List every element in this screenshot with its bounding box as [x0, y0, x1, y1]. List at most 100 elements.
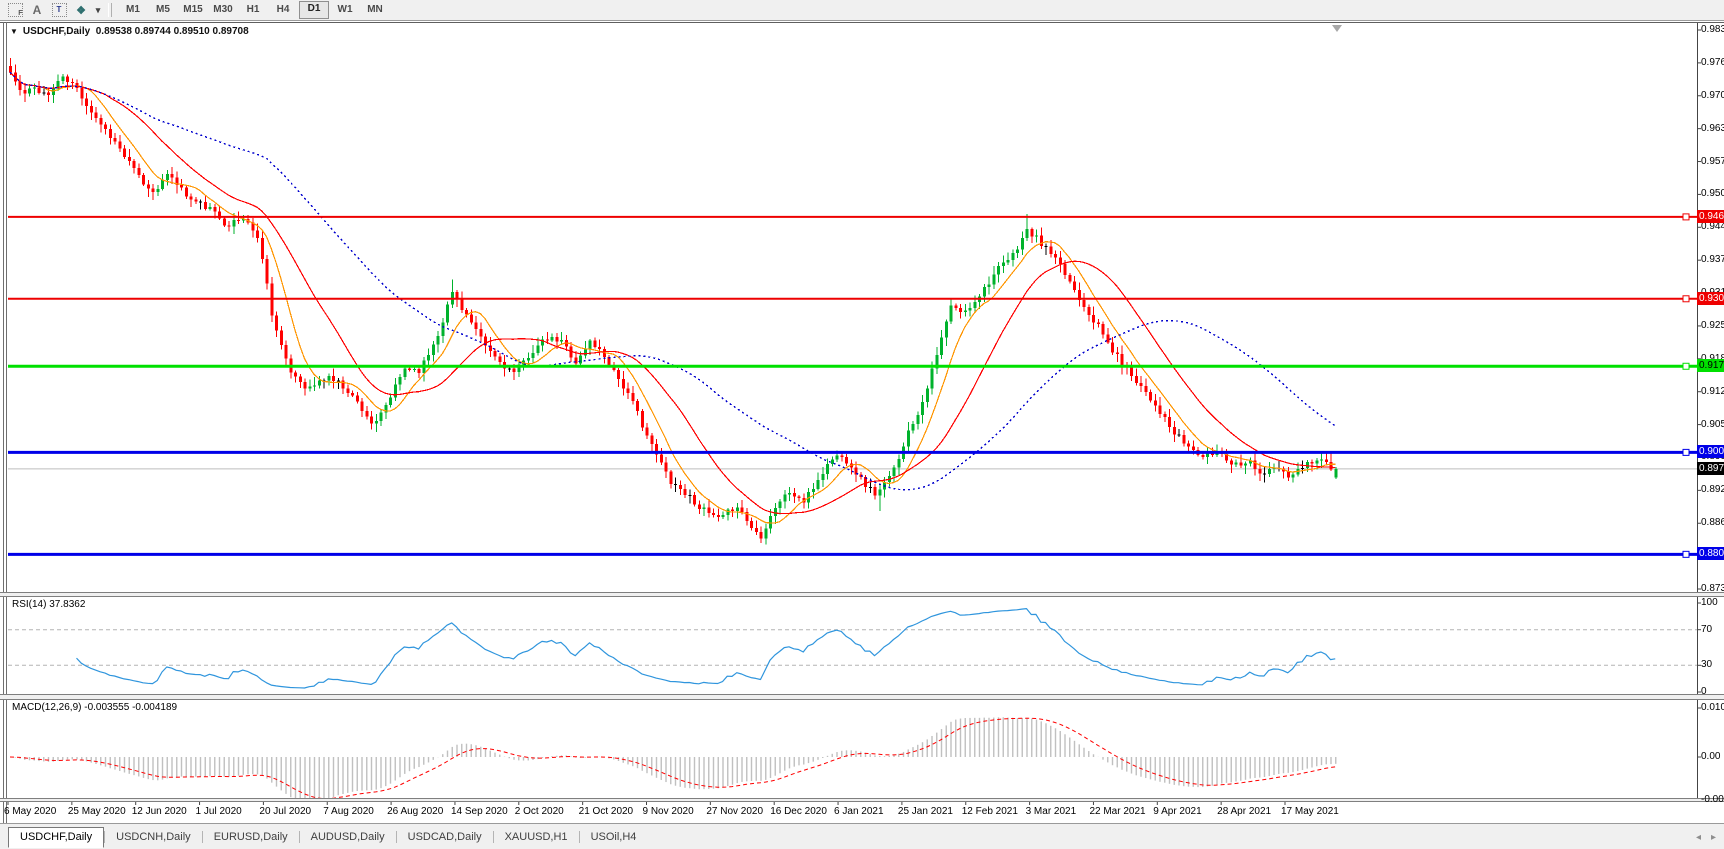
chart-tabs: USDCHF,Daily USDCNH,Daily EURUSD,Daily AUDU… [0, 826, 647, 848]
macd-axis-label: -0.00965 [1701, 794, 1724, 806]
date-axis-label: 6 Jan 2021 [834, 806, 884, 817]
shapes-icon[interactable]: ❖ [70, 1, 92, 19]
date-axis-label: 12 Feb 2021 [961, 806, 1018, 817]
tab-audusd-daily[interactable]: AUDUSD,Daily [310, 830, 385, 843]
rsi-axis-label: 0 [1701, 686, 1707, 697]
price-axis-label: 0.90580 [1701, 418, 1724, 430]
chart-title-caret-icon[interactable]: ▼ [10, 27, 18, 36]
date-axis-label: 12 Jun 2020 [131, 806, 187, 817]
date-axis-label: 22 Mar 2021 [1089, 806, 1146, 817]
price-axis-label: 0.95725 [1701, 155, 1724, 167]
timeframe-mn[interactable]: MN [367, 4, 383, 15]
date-axis-label: 7 Aug 2020 [323, 806, 374, 817]
price-axis-label: 0.92500 [1701, 319, 1724, 331]
toolbar-grip [108, 3, 112, 17]
price-level-badge: 0.94644 [1697, 209, 1724, 223]
price-level-badge: 0.91718 [1697, 359, 1724, 373]
tab-xauusd-h1[interactable]: XAUUSD,H1 [504, 830, 568, 843]
rsi-axis-label: 30 [1701, 659, 1713, 671]
splitter-price-rsi[interactable] [0, 592, 1724, 597]
tab-usoil-h4[interactable]: USOil,H4 [590, 830, 637, 843]
price-axis-label: 0.91225 [1701, 385, 1724, 397]
timeframe-w1[interactable]: W1 [337, 4, 353, 15]
timeframe-m1[interactable]: M1 [126, 4, 140, 15]
price-level-badge: 0.90031 [1697, 445, 1724, 459]
text-label-icon-glyph: T [51, 3, 67, 17]
tab-divider [104, 831, 106, 843]
chart-tab-bar: USDCHF,Daily USDCNH,Daily EURUSD,Daily AUDU… [0, 823, 1724, 849]
rsi-indicator-label: RSI(14) 37.8362 [12, 599, 86, 610]
date-axis-label: 25 Jan 2021 [897, 806, 953, 817]
splitter-macd-dates[interactable] [0, 798, 1724, 802]
chart-title-ohlc: 0.89538 0.89744 0.89510 0.89708 [95, 26, 249, 37]
macd-axis-label: 0.01093 [1701, 702, 1724, 713]
window-border-left-outer [3, 22, 4, 823]
price-axis-line [1697, 23, 1698, 798]
chart-title: ▼ USDCHF,Daily 0.89538 0.89744 0.89510 0.… [10, 26, 249, 37]
date-axis-label: 17 May 2021 [1281, 806, 1339, 817]
date-axis-label: 14 Sep 2020 [450, 806, 508, 817]
font-grid-icon-glyph: F [7, 3, 23, 17]
macd-indicator-label: MACD(12,26,9) -0.003555 -0.004189 [12, 702, 178, 713]
tab-usdchf-daily[interactable]: USDCHF,Daily [8, 826, 105, 848]
price-level-badge: 0.88034 [1697, 547, 1724, 561]
tab-scroll-left-icon[interactable]: ◂ [1695, 831, 1701, 843]
date-axis-label: 16 Dec 2020 [770, 806, 827, 817]
tab-usdcnh-daily[interactable]: USDCNH,Daily [116, 830, 191, 843]
date-axis-label: 27 Nov 2020 [706, 806, 764, 817]
shapes-dropdown-caret[interactable]: ▾ [95, 4, 101, 15]
tab-divider [201, 831, 203, 843]
tab-scroll-controls: ◂ ▸ [1696, 832, 1724, 843]
timeframe-h1[interactable]: H1 [246, 4, 260, 15]
text-label-icon[interactable]: T [48, 1, 70, 19]
date-axis-label: 1 Jul 2020 [195, 806, 242, 817]
price-axis-label: 0.97660 [1701, 56, 1724, 68]
current-price-badge: 0.89708 [1697, 461, 1724, 475]
tab-divider [298, 831, 300, 843]
timeframe-h4[interactable]: H4 [276, 4, 290, 15]
price-axis-label: 0.87355 [1701, 583, 1724, 594]
date-axis-label: 21 Oct 2020 [578, 806, 634, 817]
splitter-rsi-macd[interactable] [0, 694, 1724, 700]
date-axis-label: 28 Apr 2021 [1217, 806, 1272, 817]
price-axis-label: 0.94435 [1701, 221, 1724, 233]
price-axis-label: 0.97015 [1701, 89, 1724, 101]
timeframe-m5[interactable]: M5 [156, 4, 170, 15]
timeframe-m30[interactable]: M30 [213, 4, 233, 15]
tab-divider [395, 831, 397, 843]
text-a-icon[interactable]: A [32, 3, 42, 17]
price-axis-label: 0.96370 [1701, 122, 1724, 134]
font-grid-icon[interactable]: F [4, 1, 26, 19]
timeframe-d1[interactable]: D1 [299, 1, 329, 19]
tab-divider [578, 831, 580, 843]
date-axis-label: 25 May 2020 [67, 806, 126, 817]
tab-usdcad-daily[interactable]: USDCAD,Daily [407, 830, 482, 843]
toolbar: F A T ❖ ▾ M1 M5 M15 M30 H1 H4 D1 W1 MN [0, 0, 1724, 20]
chart-title-symbol: USDCHF,Daily [22, 26, 91, 37]
price-axis-label: 0.98305 [1701, 24, 1724, 35]
date-axis-label: 6 May 2020 [4, 806, 57, 817]
rsi-axis-label: 100 [1701, 597, 1718, 608]
date-axis-label: 26 Aug 2020 [387, 806, 444, 817]
timeframe-toolbar: M1 M5 M15 M30 H1 H4 D1 W1 MN [118, 1, 390, 19]
tab-eurusd-daily[interactable]: EURUSD,Daily [213, 830, 288, 843]
price-axis-label: 0.88645 [1701, 517, 1724, 529]
date-axis-label: 9 Nov 2020 [642, 806, 694, 817]
rsi-axis-label: 70 [1701, 623, 1713, 635]
tab-divider [492, 831, 494, 843]
date-axis-label: 3 Mar 2021 [1025, 806, 1077, 817]
date-axis-label: 9 Apr 2021 [1153, 806, 1202, 817]
window-border-top-light [0, 20, 1724, 21]
window-border-top-dark [0, 22, 1724, 23]
tab-scroll-right-icon[interactable]: ▸ [1710, 831, 1716, 843]
price-axis-label: 0.91855 [1701, 353, 1724, 364]
price-axis-label: 0.89290 [1701, 484, 1724, 496]
macd-axis-label: 0.00 [1701, 751, 1721, 762]
date-axis-label: 20 Jul 2020 [259, 806, 312, 817]
toolbar-icon-group: F A T ❖ ▾ [0, 1, 104, 19]
window-border-left-inner [6, 22, 7, 823]
timeframe-m15[interactable]: M15 [183, 4, 203, 15]
price-level-badge: 0.93040 [1697, 291, 1724, 305]
